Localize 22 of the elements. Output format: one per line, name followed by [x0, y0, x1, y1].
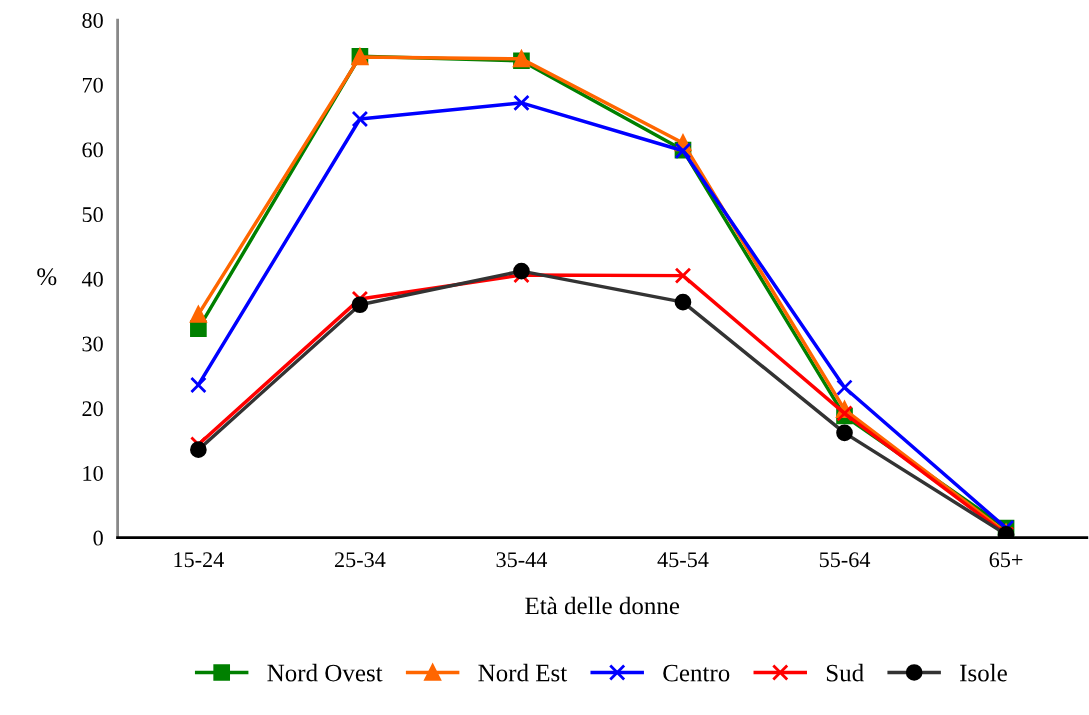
- y-tick-label: 60: [82, 142, 103, 158]
- x-tick-label: 15-24: [174, 552, 224, 568]
- y-tick-label: 80: [82, 12, 103, 28]
- y-tick-label: 20: [82, 401, 103, 417]
- x-axis-title: Età delle donne: [525, 596, 680, 615]
- x-tick-label: 35-44: [496, 552, 548, 568]
- legend-label: Nord Ovest: [267, 663, 383, 682]
- x-tick-label: 55-64: [819, 552, 871, 568]
- y-tick-label: 30: [82, 336, 103, 352]
- x-tick-label: 45-54: [657, 552, 709, 568]
- legend-label: Isole: [960, 663, 1007, 682]
- legend-label: Nord Est: [478, 663, 568, 682]
- y-tick-label: 0: [93, 530, 103, 546]
- x-tick-label: 25-34: [334, 552, 386, 568]
- legend-label: Centro: [663, 664, 730, 682]
- y-tick-label: 70: [82, 77, 103, 93]
- legend-label: Sud: [826, 663, 864, 682]
- y-axis-title: %: [37, 268, 57, 286]
- x-tick-label: 65+: [989, 552, 1023, 568]
- y-tick-label: 10: [83, 465, 103, 481]
- y-tick-label: 50: [82, 207, 103, 223]
- y-tick-label: 40: [81, 271, 103, 287]
